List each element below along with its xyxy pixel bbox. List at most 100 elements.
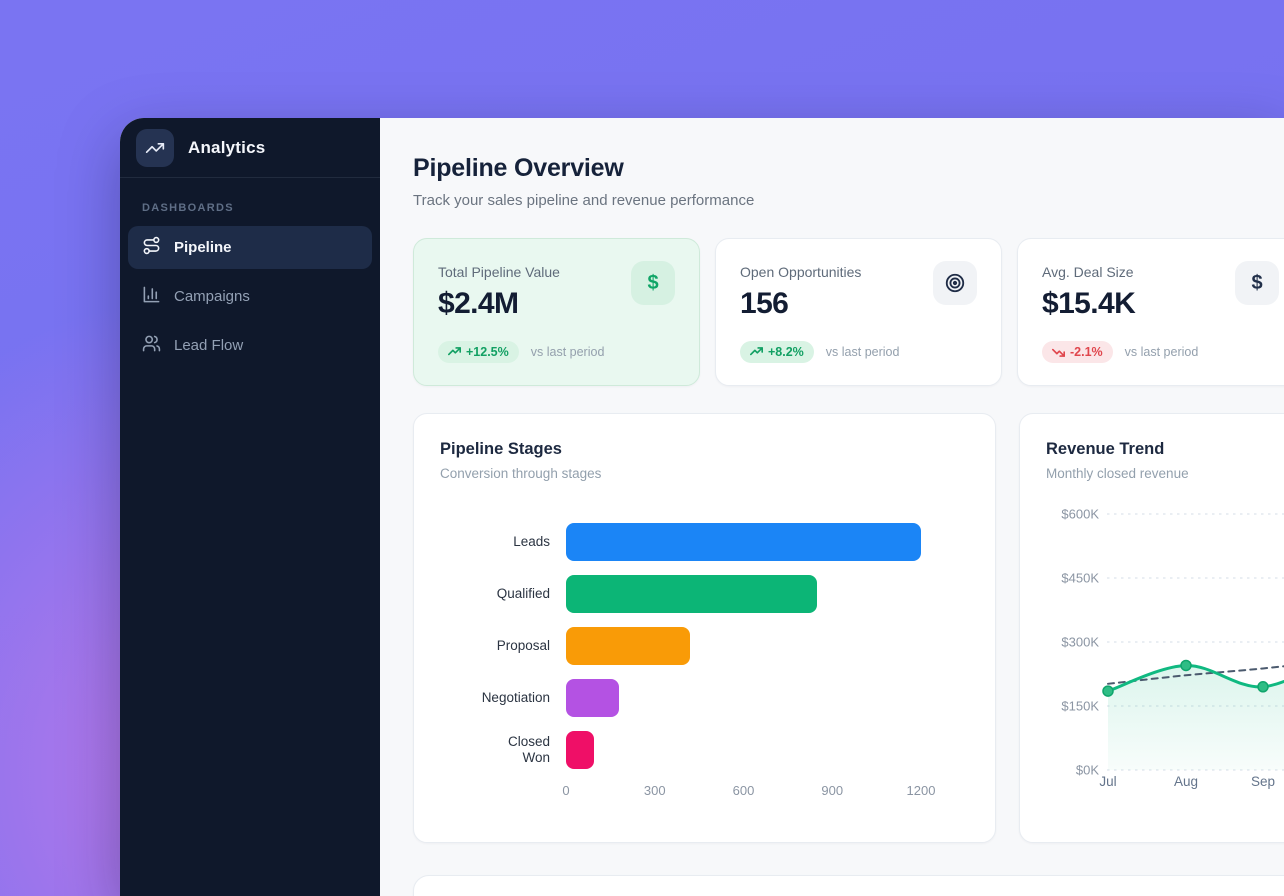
bar-track: [566, 627, 921, 665]
bar: [566, 731, 595, 769]
charts-row: Pipeline Stages Conversion through stage…: [413, 413, 1284, 843]
target-icon: [933, 261, 977, 305]
compare-label: vs last period: [530, 345, 605, 359]
bottom-card-clipped: [413, 875, 1284, 896]
delta-badge: +8.2%: [740, 341, 814, 363]
dollar-icon: $: [1235, 261, 1279, 305]
stat-footer: -2.1% vs last period: [1042, 341, 1198, 363]
compare-label: vs last period: [1124, 345, 1199, 359]
bar-category-label: Leads: [513, 534, 550, 550]
delta-badge: +12.5%: [438, 341, 519, 363]
stat-footer: +12.5% vs last period: [438, 341, 604, 363]
dollar-glyph: $: [1251, 271, 1263, 294]
bar-row: Leads: [440, 523, 969, 561]
y-axis-tick: $450K: [1061, 571, 1099, 586]
stat-value: $15.4K: [1042, 287, 1136, 320]
x-axis-tick: 900: [821, 783, 844, 798]
data-point: [1180, 659, 1192, 672]
sidebar: Analytics DASHBOARDS Pipeline Campaigns: [120, 118, 380, 896]
bar-track: [566, 679, 921, 717]
stat-footer: +8.2% vs last period: [740, 341, 899, 363]
y-axis-tick: $300K: [1061, 635, 1099, 650]
page-title: Pipeline Overview: [413, 154, 624, 182]
nav-section-label: DASHBOARDS: [142, 202, 234, 214]
bar: [566, 523, 921, 561]
chart-title: Revenue Trend: [1046, 440, 1165, 458]
revenue-line: [1106, 663, 1284, 693]
bar: [566, 679, 620, 717]
revenue-trend-card: Revenue Trend Monthly closed revenue $60…: [1019, 413, 1284, 843]
sidebar-item-label: Pipeline: [174, 239, 232, 256]
sidebar-item-label: Campaigns: [174, 288, 250, 305]
data-point: [1102, 685, 1114, 697]
chart-subtitle: Conversion through stages: [440, 466, 602, 481]
stat-value: $2.4M: [438, 287, 519, 320]
delta-value: +12.5%: [466, 345, 509, 359]
main-content: Pipeline Overview Track your sales pipel…: [380, 118, 1284, 896]
trend-dashed-line: [1107, 665, 1284, 685]
bar-category-label: Closed Won: [507, 734, 550, 765]
brand: Analytics: [120, 118, 380, 178]
x-axis-label: Sep: [1251, 774, 1275, 789]
bar-row: Negotiation: [440, 679, 969, 717]
bar-row: Closed Won: [440, 731, 969, 769]
x-axis-tick: 1200: [906, 783, 936, 798]
stat-label: Total Pipeline Value: [438, 264, 560, 280]
brand-name: Analytics: [188, 137, 266, 157]
data-point: [1257, 681, 1269, 693]
stat-label: Avg. Deal Size: [1042, 264, 1134, 280]
sidebar-item-campaigns[interactable]: Campaigns: [128, 275, 372, 318]
compare-label: vs last period: [825, 345, 900, 359]
page-subtitle: Track your sales pipeline and revenue pe…: [413, 192, 755, 209]
x-axis-tick: 300: [643, 783, 666, 798]
bar-category-label: Proposal: [496, 638, 550, 654]
bar-chart-x-axis: 0 300 600 900 1200: [562, 783, 935, 799]
sidebar-nav: DASHBOARDS Pipeline Campaigns: [120, 178, 380, 373]
stats-row: Total Pipeline Value $2.4M $ +12.5% vs l…: [413, 238, 1284, 386]
area-fill: [1108, 665, 1284, 770]
pipeline-stages-card: Pipeline Stages Conversion through stage…: [413, 413, 996, 843]
stat-label: Open Opportunities: [740, 264, 862, 280]
bar-track: [566, 731, 921, 769]
route-icon: [142, 236, 161, 259]
x-axis-label: Jul: [1099, 774, 1116, 789]
sidebar-item-lead-flow[interactable]: Lead Flow: [128, 324, 372, 367]
bar-category-label: Qualified: [496, 586, 550, 602]
x-axis-label: Aug: [1174, 774, 1198, 789]
trend-down-icon: [1052, 348, 1065, 357]
bar: [566, 575, 818, 613]
bar-chart-icon: [142, 285, 161, 308]
bar-chart: Leads Qualified Proposal Negotiation Closed …: [440, 523, 969, 769]
bar-category-label: Negotiation: [481, 690, 550, 706]
sidebar-item-label: Lead Flow: [174, 337, 244, 354]
stat-value: 156: [740, 287, 789, 320]
bar-row: Proposal: [440, 627, 969, 665]
chart-title: Pipeline Stages: [440, 440, 562, 458]
sidebar-item-pipeline[interactable]: Pipeline: [128, 226, 372, 269]
chart-subtitle: Monthly closed revenue: [1046, 466, 1189, 481]
trending-up-icon: [136, 128, 174, 167]
stat-card-total-pipeline-value: Total Pipeline Value $2.4M $ +12.5% vs l…: [413, 238, 700, 386]
x-axis-tick: 600: [732, 783, 755, 798]
bar-row: Qualified: [440, 575, 969, 613]
y-axis-tick: $600K: [1061, 507, 1099, 522]
bar-track: [566, 575, 921, 613]
dollar-icon: $: [631, 261, 675, 305]
bar: [566, 627, 691, 665]
delta-badge: -2.1%: [1042, 341, 1113, 363]
bar-track: [566, 523, 921, 561]
users-icon: [142, 334, 161, 357]
y-axis-tick: $0K: [1076, 763, 1099, 778]
stat-card-open-opportunities: Open Opportunities 156 +8.2% vs last per…: [715, 238, 1002, 386]
stat-card-avg-deal-size: Avg. Deal Size $15.4K $ -2.1% vs last pe…: [1017, 238, 1284, 386]
y-axis-tick: $150K: [1061, 699, 1099, 714]
app-window: Analytics DASHBOARDS Pipeline Campaigns: [120, 118, 1284, 896]
delta-value: +8.2%: [768, 345, 804, 359]
dollar-glyph: $: [647, 271, 659, 294]
trend-up-icon: [448, 347, 461, 356]
x-axis-tick: 0: [562, 783, 570, 798]
delta-value: -2.1%: [1070, 345, 1103, 359]
trend-up-icon: [750, 347, 763, 356]
